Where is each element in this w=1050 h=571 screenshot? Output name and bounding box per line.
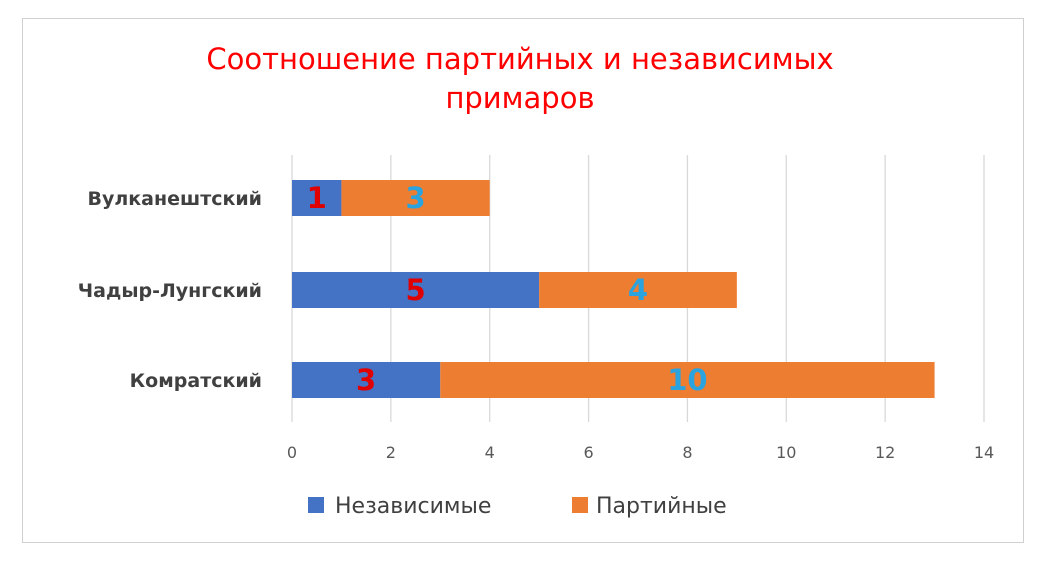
bar-segment xyxy=(292,272,540,308)
tick-label: 4 xyxy=(485,443,495,462)
data-label: 3 xyxy=(356,363,376,397)
legend-swatch xyxy=(572,497,588,513)
bar-segment xyxy=(292,180,342,216)
tick-label: 8 xyxy=(682,443,692,462)
tick-label: 0 xyxy=(287,443,297,462)
tick-label: 2 xyxy=(386,443,396,462)
category-axis-labels: Вулканештский Чадыр-Лунгский Комратский xyxy=(78,188,262,392)
chart-title: Соотношение партийных и независимых прим… xyxy=(206,42,834,115)
data-label: 3 xyxy=(405,181,425,215)
value-axis-ticks: 0 2 4 6 8 10 12 14 xyxy=(287,443,994,462)
category-label: Комратский xyxy=(130,370,262,392)
bar-segment xyxy=(440,362,935,398)
bar-segment xyxy=(539,272,737,308)
category-label: Вулканештский xyxy=(88,188,263,210)
legend-label: Партийные xyxy=(596,494,727,519)
data-label: 1 xyxy=(307,181,327,215)
data-label: 4 xyxy=(628,273,648,307)
bar-segment xyxy=(341,180,490,216)
tick-label: 14 xyxy=(974,443,994,462)
legend-swatch xyxy=(308,497,324,513)
bar-segment xyxy=(292,362,441,398)
legend-label: Независимые xyxy=(335,494,491,519)
tick-label: 12 xyxy=(875,443,895,462)
bars xyxy=(292,180,935,398)
tick-label: 10 xyxy=(776,443,796,462)
data-labels: 1 3 5 4 3 10 xyxy=(307,181,708,397)
category-label: Чадыр-Лунгский xyxy=(78,280,262,302)
data-label: 5 xyxy=(405,273,425,307)
tick-label: 6 xyxy=(583,443,593,462)
legend: Независимые Партийные xyxy=(308,494,727,519)
data-label: 10 xyxy=(667,363,707,397)
